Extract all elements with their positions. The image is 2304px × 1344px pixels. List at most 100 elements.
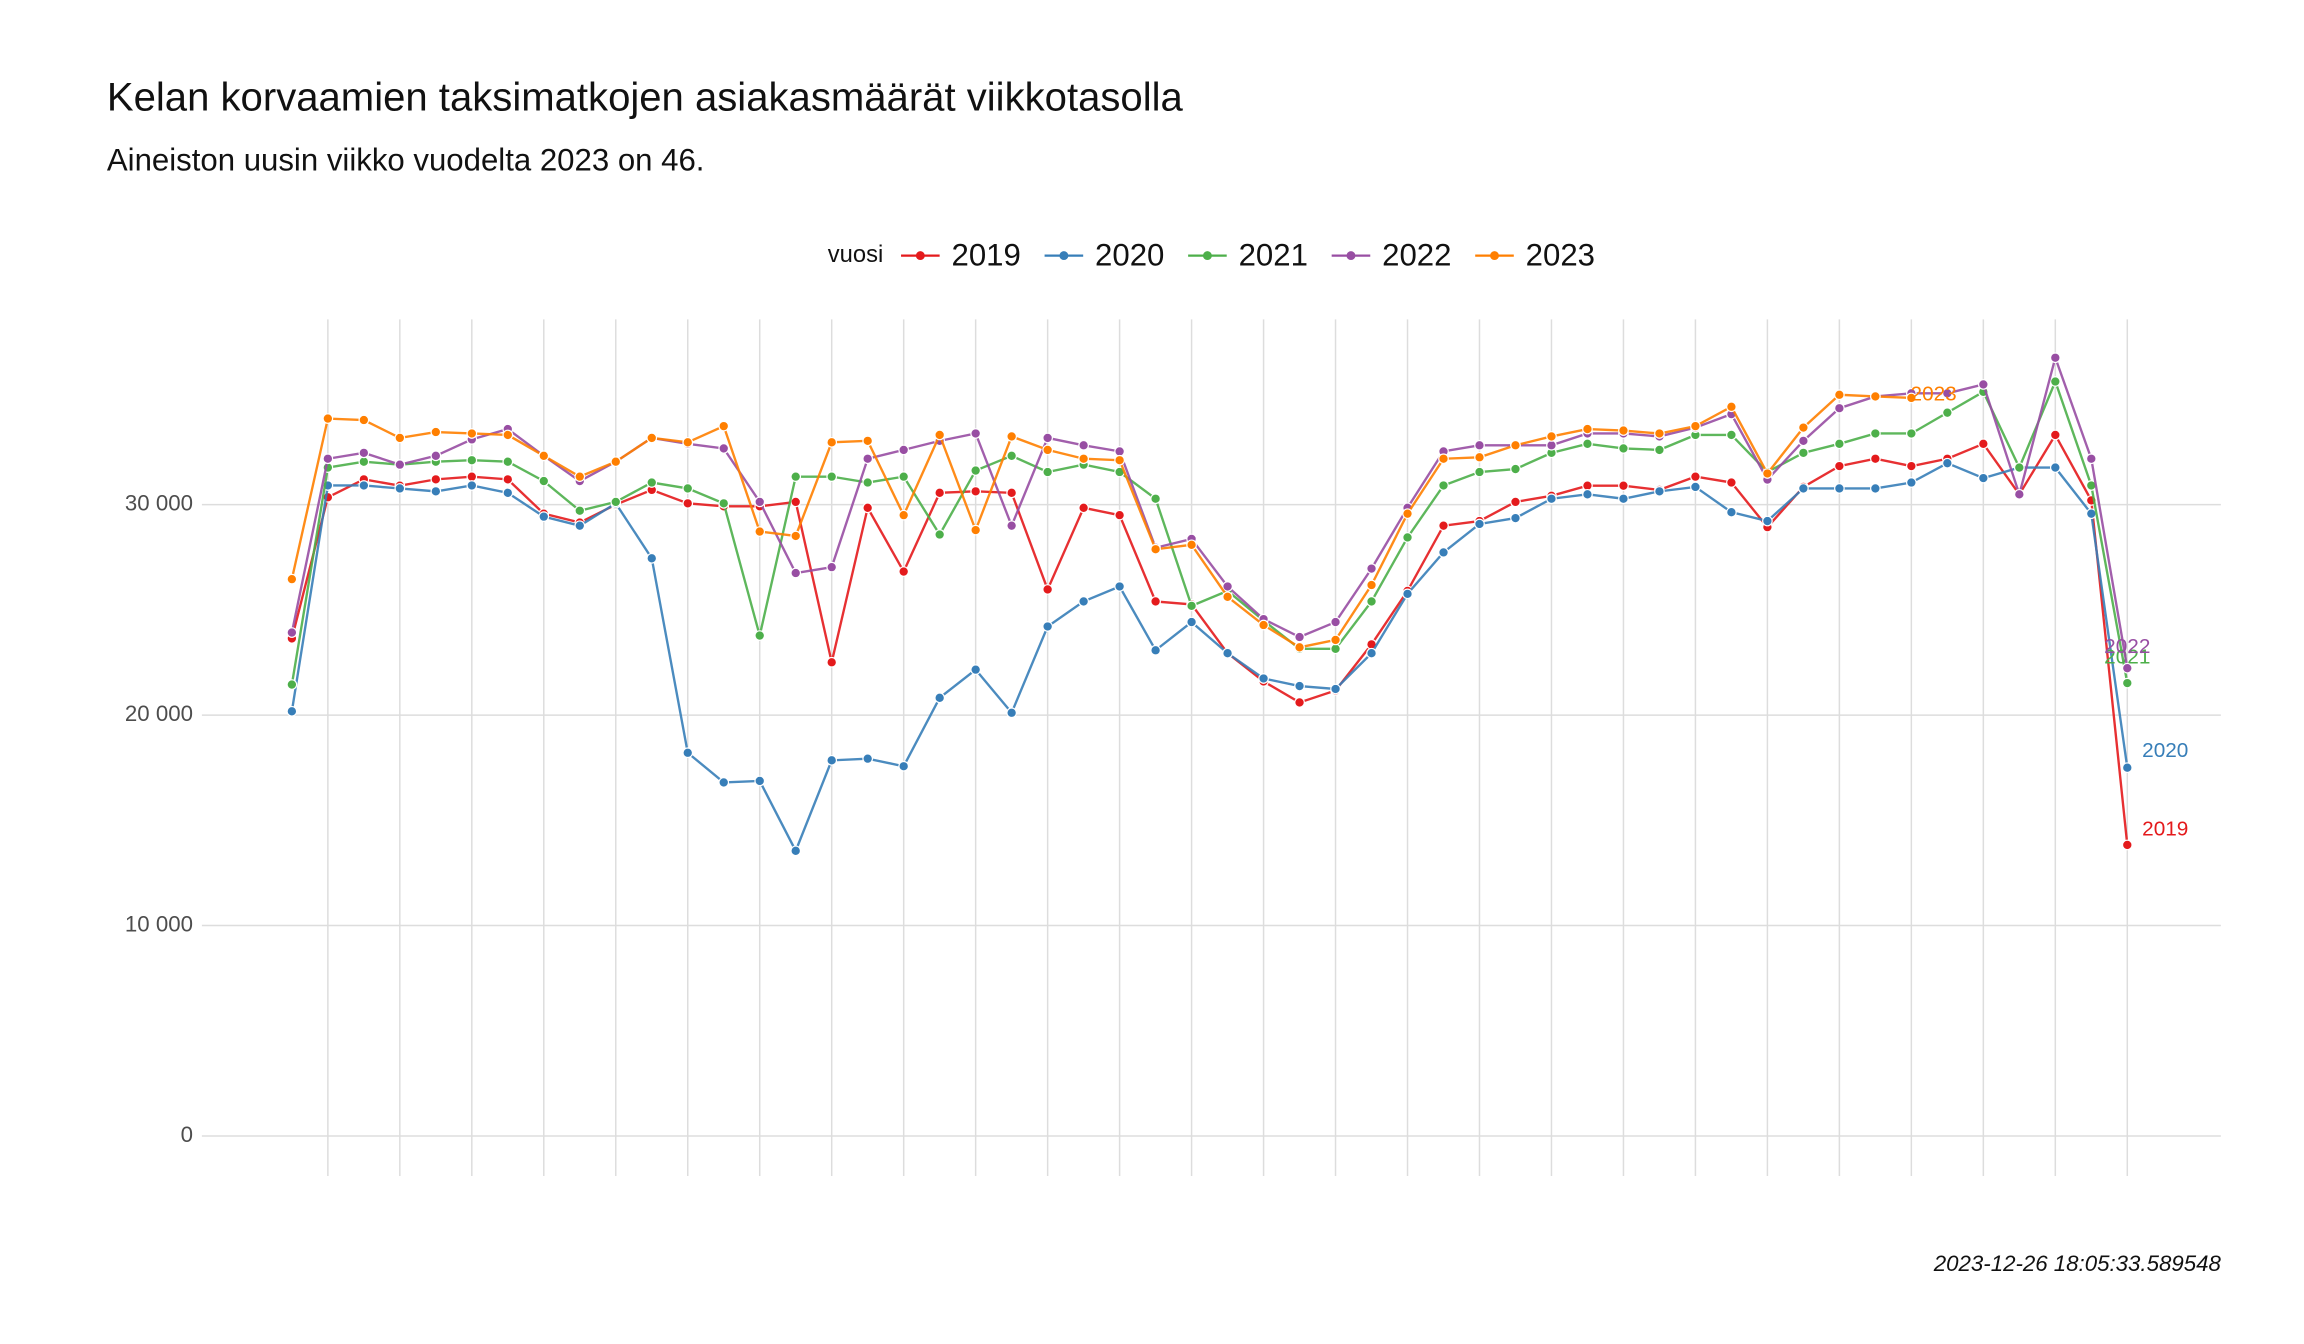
data-point (1006, 431, 1017, 442)
data-point (1798, 422, 1809, 433)
data-point (646, 477, 658, 488)
data-point (718, 777, 730, 788)
data-point (1078, 453, 1089, 465)
data-point (1006, 450, 1017, 462)
series-line (290, 393, 1912, 649)
data-point (1618, 493, 1629, 505)
data-point (898, 760, 910, 772)
data-point (1798, 435, 1809, 447)
data-point (1834, 389, 1845, 401)
legend-label: 2022 (1382, 237, 1451, 272)
data-point (2013, 488, 2025, 500)
legend-label: 2020 (1095, 237, 1164, 272)
data-point (970, 428, 981, 439)
data-point (1186, 539, 1197, 551)
legend-item: 2019 (901, 237, 1021, 272)
data-point (1977, 438, 1989, 450)
series-end-label: 2023 (1911, 382, 1957, 405)
data-point (322, 453, 334, 465)
data-point (682, 498, 694, 509)
data-point (1114, 509, 1125, 521)
data-point (1006, 487, 1017, 499)
data-point (1006, 520, 1017, 532)
data-point (826, 754, 838, 766)
data-point (1546, 439, 1557, 451)
data-point (898, 509, 910, 521)
data-point (1798, 447, 1809, 459)
data-point (1690, 420, 1701, 432)
legend-label: 2023 (1526, 237, 1595, 272)
data-point (1186, 616, 1197, 628)
data-point (2049, 352, 2061, 364)
data-point (1042, 466, 1053, 478)
data-point (1222, 581, 1233, 592)
data-point (1654, 428, 1665, 439)
data-point (754, 630, 766, 641)
data-point (1294, 697, 1305, 708)
data-point (466, 480, 478, 491)
data-point (1258, 619, 1269, 631)
chart-title: Kelan korvaamien taksimatkojen asiakasmä… (107, 75, 1184, 119)
legend-item: 2022 (1331, 237, 1451, 272)
data-point (358, 456, 370, 468)
data-point (862, 435, 874, 447)
data-point (1474, 466, 1485, 478)
data-point (1438, 480, 1449, 491)
data-point (1834, 438, 1845, 450)
data-point (790, 471, 802, 482)
data-point (358, 480, 370, 491)
legend-marker (1202, 251, 1212, 261)
data-point (1977, 472, 1989, 484)
data-point (1222, 591, 1233, 603)
data-point (1006, 707, 1017, 719)
data-point (2049, 376, 2061, 387)
data-point (1402, 532, 1413, 543)
data-point (538, 511, 550, 522)
data-point (574, 505, 586, 517)
data-point (1618, 425, 1629, 436)
data-point (1726, 401, 1737, 413)
data-point (862, 753, 874, 764)
data-point (934, 529, 946, 540)
data-point (1582, 488, 1593, 500)
data-point (1042, 444, 1053, 456)
data-point (286, 679, 298, 690)
data-point (646, 552, 658, 564)
data-point (1150, 644, 1161, 656)
data-point (754, 496, 766, 508)
data-point (538, 475, 550, 487)
legend-item: 2021 (1188, 237, 1308, 272)
data-point (1942, 407, 1953, 419)
data-point (2121, 662, 2133, 674)
data-point (790, 845, 802, 857)
data-point (1438, 520, 1449, 532)
data-point (1618, 443, 1629, 454)
data-point (1330, 643, 1341, 655)
data-point (934, 429, 946, 441)
legend-marker (1490, 251, 1499, 261)
data-point (1402, 508, 1413, 520)
data-point (574, 471, 586, 482)
series-line (290, 432, 2129, 846)
data-point (970, 664, 981, 675)
data-point (2049, 429, 2061, 441)
data-point (1510, 512, 1521, 524)
legend-marker (915, 251, 925, 261)
data-point (862, 477, 874, 488)
data-point (394, 432, 406, 444)
data-point (1474, 439, 1485, 451)
data-point (1042, 621, 1053, 632)
data-point (1906, 477, 1917, 488)
data-point (286, 627, 298, 638)
data-point (970, 524, 981, 536)
data-point (610, 456, 622, 468)
data-point (502, 429, 514, 441)
data-point (1726, 477, 1737, 488)
data-point (430, 474, 442, 485)
data-point (2049, 462, 2061, 473)
data-point (2013, 462, 2025, 473)
series-end-label: 2019 (2142, 818, 2188, 841)
data-point (1834, 483, 1845, 494)
data-point (682, 483, 694, 494)
data-point (1294, 631, 1305, 643)
